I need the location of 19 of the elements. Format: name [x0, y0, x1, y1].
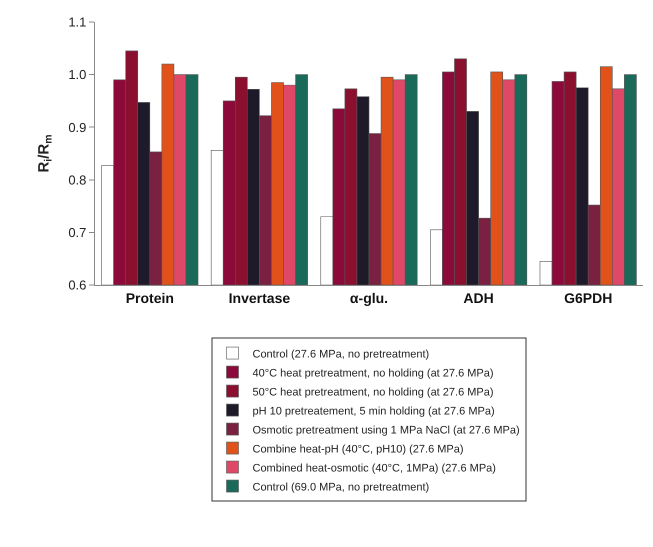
- y-tick-label: 1.1: [68, 14, 86, 30]
- x-tick-label: Protein: [126, 290, 174, 306]
- legend-label: Control (27.6 MPa, no pretreatment): [252, 348, 430, 360]
- legend-label: pH 10 pretreatement, 5 min holding (at 27.6 MPa): [252, 405, 495, 418]
- legend-label: Control (69.0 MPa, no pretreatment): [252, 481, 430, 494]
- y-tick-label: 0.9: [68, 120, 86, 135]
- legend-label: 40°C heat pretreatment, no holding (at 27.6 MPa): [252, 367, 494, 380]
- y-tick-label: 0.7: [68, 224, 86, 240]
- y-tick-label: 0.8: [68, 172, 86, 188]
- x-tick-label: Invertase: [228, 290, 290, 306]
- x-tick-label: G6PDH: [564, 290, 612, 306]
- y-tick-label: 0.6: [68, 278, 86, 293]
- x-tick-label: α-glu.: [350, 290, 388, 306]
- x-tick-label: ADH: [463, 290, 494, 306]
- legend-label: Osmotic pretreatment using 1 MPa NaCl (at 27.6 MPa): [252, 424, 520, 436]
- y-tick-label: 1.0: [68, 67, 86, 82]
- legend-label: Combine heat-pH (40°C, pH10) (27.6 MPa): [252, 443, 464, 456]
- legend-label: Combined heat-osmotic (40°C, 1MPa) (27.6 MPa): [252, 462, 496, 474]
- legend-label: 50°C heat pretreatment, no holding (at 27.6 MPa): [252, 386, 494, 398]
